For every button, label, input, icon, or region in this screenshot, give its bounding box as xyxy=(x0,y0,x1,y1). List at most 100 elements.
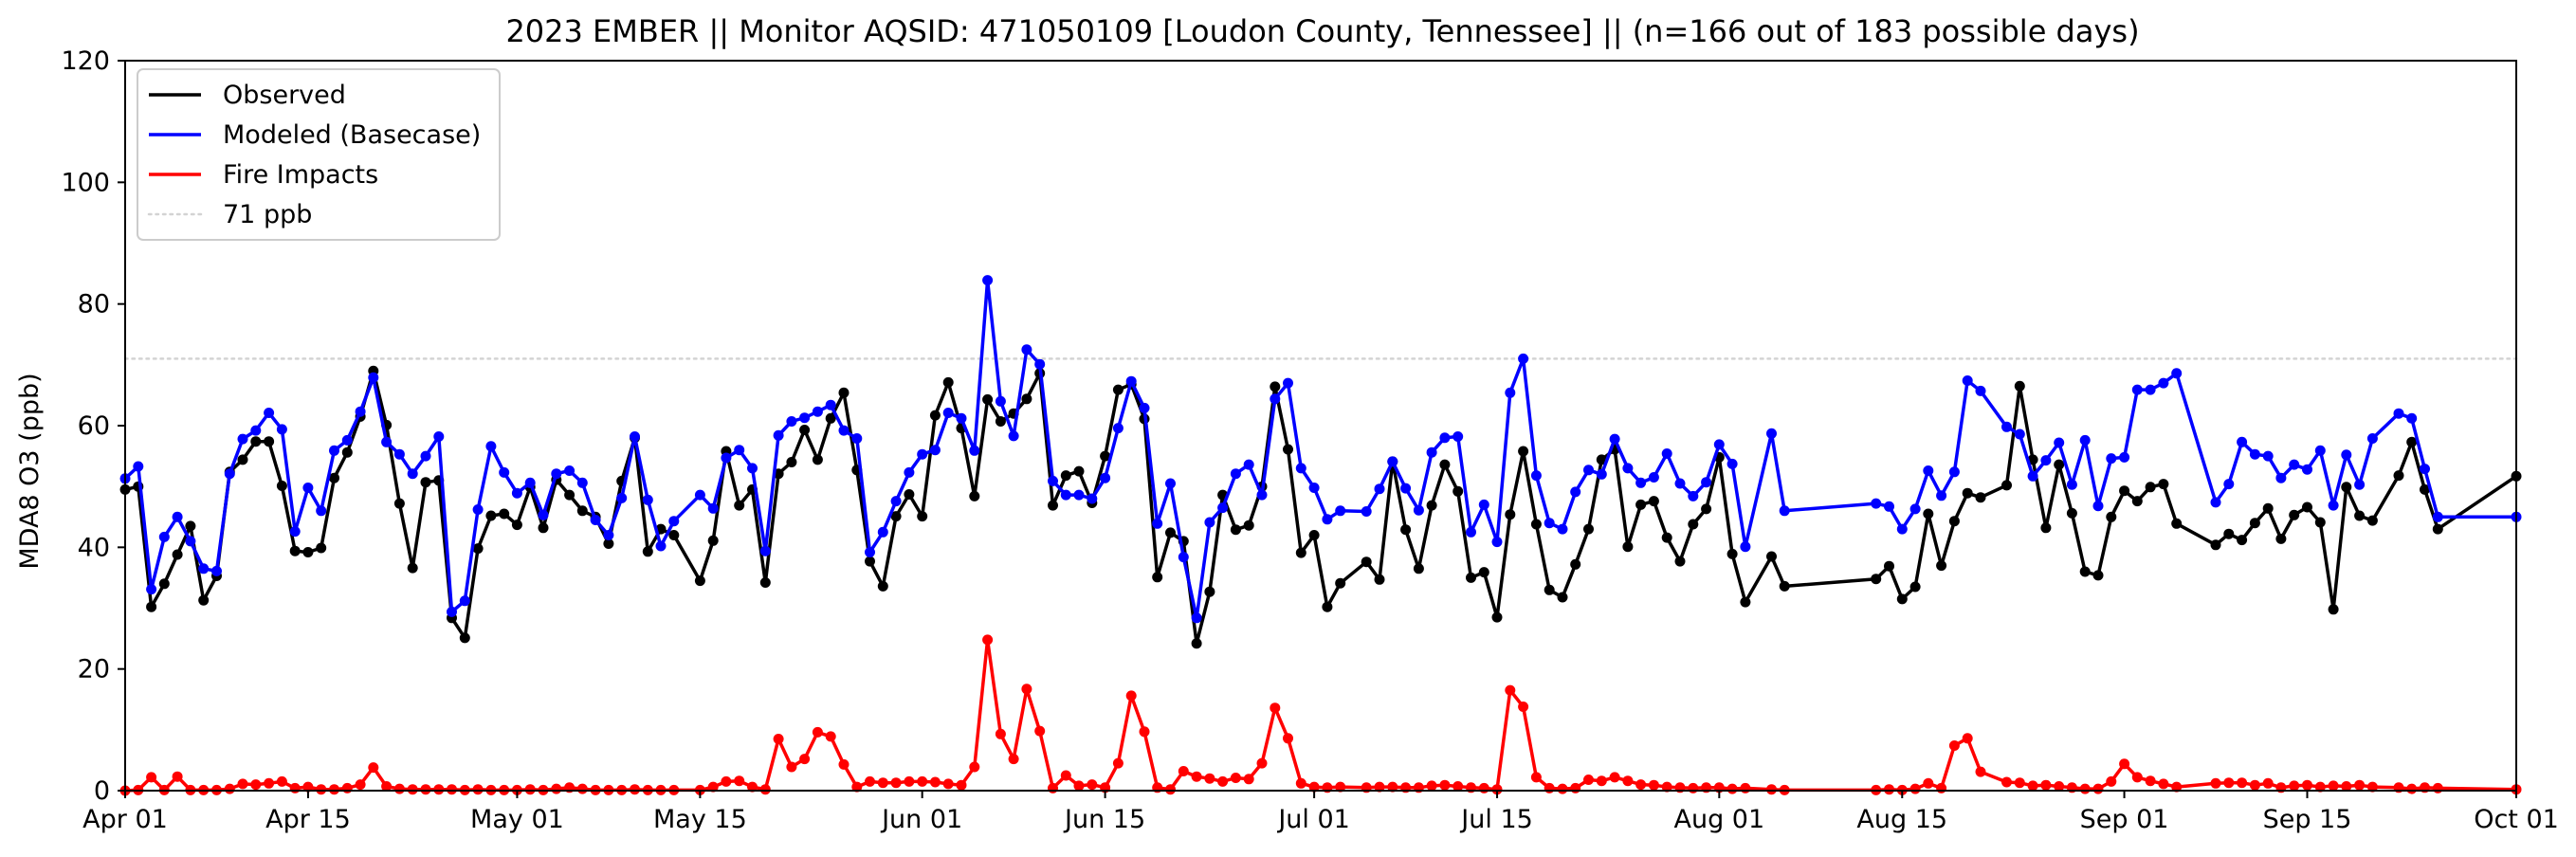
data-point-modeled-basecase xyxy=(2341,449,2352,461)
data-point-observed xyxy=(2432,523,2443,535)
data-point-modeled-basecase xyxy=(564,465,575,476)
data-point-fire-impacts xyxy=(942,778,954,790)
data-point-modeled-basecase xyxy=(721,452,732,464)
data-point-modeled-basecase xyxy=(1740,541,1751,553)
data-point-fire-impacts xyxy=(355,779,366,791)
data-point-modeled-basecase xyxy=(185,536,196,547)
y-tick-label: 0 xyxy=(94,776,110,806)
data-point-observed xyxy=(694,575,705,587)
series-line-observed xyxy=(124,369,2517,646)
data-point-observed xyxy=(1779,580,1790,592)
data-point-observed xyxy=(146,601,157,612)
data-point-fire-impacts xyxy=(1975,766,1986,777)
data-point-modeled-basecase xyxy=(1374,483,1385,495)
x-tick-label: Oct 01 xyxy=(2474,805,2559,834)
data-point-fire-impacts xyxy=(276,775,287,787)
data-point-modeled-basecase xyxy=(316,505,327,517)
data-point-observed xyxy=(2275,533,2287,544)
data-point-fire-impacts xyxy=(2027,780,2038,792)
data-point-fire-impacts xyxy=(2092,783,2104,794)
data-point-modeled-basecase xyxy=(1936,490,1947,501)
data-point-fire-impacts xyxy=(2145,775,2156,787)
chart-title: 2023 EMBER || Monitor AQSID: 471050109 [… xyxy=(505,13,2139,49)
y-tick-label: 20 xyxy=(78,655,110,684)
x-tick-label: May 15 xyxy=(653,805,747,834)
data-point-observed xyxy=(1688,519,1699,530)
data-point-fire-impacts xyxy=(812,726,823,738)
data-point-observed xyxy=(2302,501,2312,513)
data-point-modeled-basecase xyxy=(1100,472,1111,483)
data-point-modeled-basecase xyxy=(172,511,183,522)
data-point-fire-impacts xyxy=(224,783,235,794)
data-point-observed xyxy=(2406,436,2418,447)
data-point-observed xyxy=(158,578,170,590)
data-point-modeled-basecase xyxy=(264,408,275,418)
data-point-modeled-basecase xyxy=(1884,501,1894,512)
legend-label-fire-impacts: Fire Impacts xyxy=(223,160,378,190)
data-point-fire-impacts xyxy=(969,761,980,773)
axes-layer: 0 20 40 60 80 100 120 Apr 01 Apr 15 May 01 May 15 J… xyxy=(61,46,2558,834)
data-point-modeled-basecase xyxy=(851,433,863,444)
x-tick-label: Aug 15 xyxy=(1856,805,1947,834)
data-point-fire-impacts xyxy=(1243,774,1254,785)
data-point-modeled-basecase xyxy=(2171,368,2183,379)
data-point-fire-impacts xyxy=(1570,782,1581,793)
series-layer xyxy=(119,275,2522,796)
data-point-fire-impacts xyxy=(1308,781,1320,793)
data-point-modeled-basecase xyxy=(1087,493,1098,504)
data-point-observed xyxy=(668,530,680,540)
data-point-observed xyxy=(2341,482,2352,493)
data-point-observed xyxy=(1505,509,1516,520)
data-point-modeled-basecase xyxy=(2145,384,2156,395)
data-point-observed xyxy=(1948,516,1960,527)
data-point-modeled-basecase xyxy=(890,496,902,507)
data-point-observed xyxy=(1452,485,1464,497)
data-point-modeled-basecase xyxy=(1896,523,1908,535)
data-point-fire-impacts xyxy=(1087,779,1098,791)
data-point-observed xyxy=(2262,502,2274,514)
data-point-fire-impacts xyxy=(1439,779,1451,791)
data-point-observed xyxy=(2223,528,2235,539)
data-point-modeled-basecase xyxy=(2354,479,2366,490)
data-point-modeled-basecase xyxy=(341,434,353,446)
data-point-observed xyxy=(420,477,431,488)
data-point-modeled-basecase xyxy=(2079,434,2091,446)
data-point-fire-impacts xyxy=(1478,782,1489,793)
data-point-fire-impacts xyxy=(172,771,183,782)
data-point-fire-impacts xyxy=(1217,775,1229,787)
data-point-observed xyxy=(1648,496,1659,507)
data-point-modeled-basecase xyxy=(1766,428,1777,439)
data-point-fire-impacts xyxy=(917,775,928,787)
data-point-fire-impacts xyxy=(472,784,484,795)
data-point-modeled-basecase xyxy=(551,468,562,480)
data-point-observed xyxy=(1962,487,1973,499)
data-point-observed xyxy=(499,508,510,520)
data-point-modeled-basecase xyxy=(1178,552,1189,563)
data-point-fire-impacts xyxy=(146,772,157,783)
data-point-modeled-basecase xyxy=(917,448,928,460)
legend-label-modeled-basecase: Modeled (Basecase) xyxy=(223,120,481,150)
data-point-modeled-basecase xyxy=(2314,445,2326,456)
data-point-observed xyxy=(1923,508,1934,520)
data-point-fire-impacts xyxy=(747,781,758,793)
data-point-modeled-basecase xyxy=(1230,468,1241,480)
data-point-modeled-basecase xyxy=(616,492,628,503)
data-point-fire-impacts xyxy=(393,783,405,794)
data-point-fire-impacts xyxy=(1909,783,1921,794)
data-point-modeled-basecase xyxy=(877,526,888,538)
data-point-modeled-basecase xyxy=(407,468,418,480)
data-point-modeled-basecase xyxy=(799,412,811,424)
data-point-observed xyxy=(2079,566,2091,577)
data-point-modeled-basecase xyxy=(1152,518,1163,529)
data-point-fire-impacts xyxy=(2328,780,2339,792)
data-point-modeled-basecase xyxy=(224,468,235,480)
data-point-observed xyxy=(264,436,275,447)
data-point-modeled-basecase xyxy=(668,516,680,527)
data-point-fire-impacts xyxy=(2131,772,2143,783)
data-point-modeled-basecase xyxy=(1073,489,1085,501)
data-point-observed xyxy=(1243,520,1254,531)
data-point-fire-impacts xyxy=(786,761,797,773)
data-point-fire-impacts xyxy=(1008,754,1019,765)
data-point-modeled-basecase xyxy=(2328,500,2339,511)
x-tick-label: Apr 15 xyxy=(265,805,351,834)
